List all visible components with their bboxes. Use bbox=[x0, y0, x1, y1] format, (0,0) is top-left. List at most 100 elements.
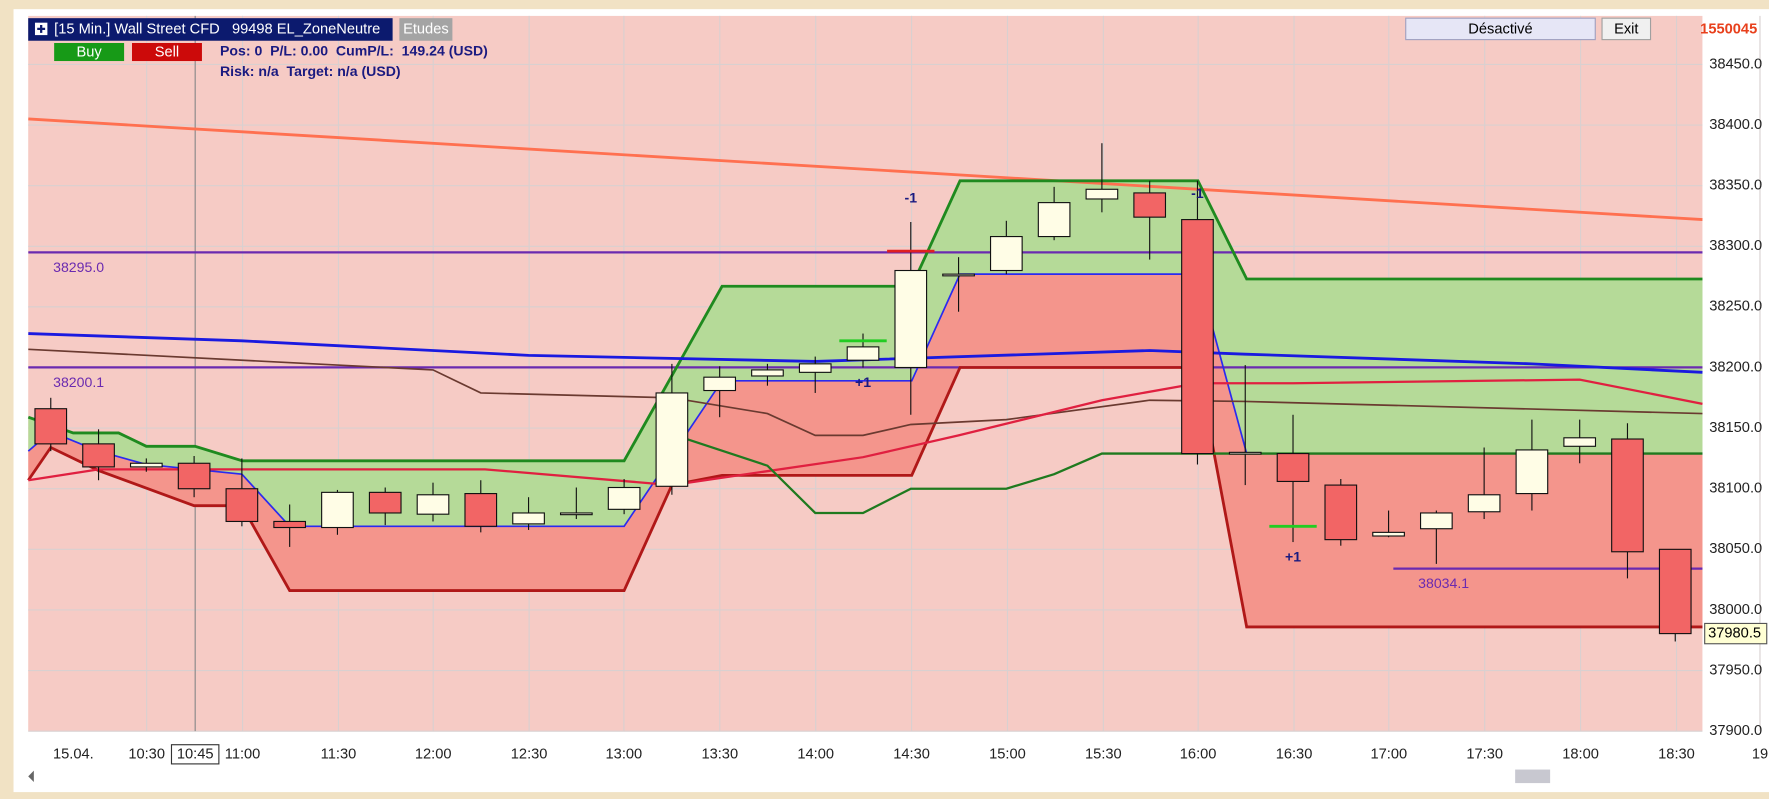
risk-info: Risk: n/a Target: n/a (USD) bbox=[220, 63, 401, 79]
indicator-line bbox=[28, 332, 1703, 374]
y-tick-label: 38300.0 bbox=[1709, 238, 1762, 254]
indicator-line bbox=[28, 117, 1703, 221]
x-tick-label: 16:00 bbox=[1180, 747, 1217, 763]
y-tick-label: 38050.0 bbox=[1709, 541, 1762, 557]
scroll-thumb[interactable] bbox=[1515, 769, 1551, 784]
candle-body bbox=[989, 235, 1023, 272]
candle-body bbox=[1372, 531, 1405, 537]
x-tick-label: 13:30 bbox=[701, 747, 738, 763]
studies-button-label: Etudes bbox=[403, 21, 449, 37]
mode-label: Désactivé bbox=[1468, 21, 1532, 37]
indicator-line bbox=[28, 378, 1703, 487]
candle-body bbox=[559, 512, 593, 516]
candle-body bbox=[225, 488, 259, 523]
y-tick-label: 37950.0 bbox=[1709, 662, 1762, 678]
x-tick-label: 11:30 bbox=[321, 747, 357, 763]
y-tick-label: 38400.0 bbox=[1709, 117, 1762, 133]
candle-body bbox=[894, 269, 928, 369]
candle-body bbox=[1228, 451, 1262, 455]
title-bar bbox=[28, 18, 393, 41]
x-tick-label: 12:30 bbox=[511, 747, 548, 763]
candle-body bbox=[1611, 438, 1644, 553]
candle-body bbox=[1563, 437, 1597, 447]
candle-body bbox=[368, 491, 402, 514]
trade-annotation: -1 bbox=[1191, 185, 1204, 201]
candle-body bbox=[1181, 219, 1214, 455]
trade-annotation: +1 bbox=[855, 374, 871, 390]
expand-icon-plus bbox=[37, 24, 46, 33]
buy-button[interactable] bbox=[54, 42, 125, 62]
x-tick-label: 13:00 bbox=[606, 747, 643, 763]
price-level-label: 38295.0 bbox=[53, 259, 104, 275]
trade-annotation: +1 bbox=[1285, 549, 1301, 565]
buy-label: Buy bbox=[76, 44, 102, 60]
y-tick-label: 38450.0 bbox=[1709, 56, 1762, 72]
band-fill bbox=[28, 274, 1703, 627]
x-tick-label: 18:00 bbox=[1562, 747, 1599, 763]
x-tick-label: 11:00 bbox=[225, 747, 261, 763]
header: [15 Min.] Wall Street CFD 99498 EL_ZoneN… bbox=[28, 17, 1757, 79]
candle-body bbox=[1133, 192, 1167, 218]
x-tick-label: 12:00 bbox=[415, 747, 452, 763]
account-id: 1550045 bbox=[1700, 21, 1757, 37]
x-tick-label: 10:30 bbox=[128, 747, 165, 763]
candle-body bbox=[655, 392, 689, 487]
x-tick-label: 14:30 bbox=[893, 747, 930, 763]
x-tick-label: 16:30 bbox=[1276, 747, 1313, 763]
y-tick-label: 38000.0 bbox=[1709, 602, 1762, 618]
scrollbar bbox=[28, 769, 1551, 784]
candle-body bbox=[703, 376, 737, 392]
crosshair-time-box bbox=[170, 744, 220, 765]
trade-annotation: -1 bbox=[905, 190, 918, 206]
candle-body bbox=[1085, 188, 1119, 200]
position-info: Pos: 0 P/L: 0.00 CumP/L: 149.24 (USD) bbox=[220, 43, 488, 59]
exit-button[interactable] bbox=[1601, 17, 1652, 41]
candle-body bbox=[1037, 202, 1071, 238]
candle-body bbox=[177, 462, 211, 490]
candle-body bbox=[1419, 512, 1453, 530]
scroll-left[interactable] bbox=[28, 770, 34, 782]
y-tick-label: 38150.0 bbox=[1709, 420, 1762, 436]
candle-body bbox=[607, 486, 641, 510]
studies-button[interactable] bbox=[399, 18, 453, 41]
mode-button[interactable] bbox=[1405, 17, 1596, 41]
candle-body bbox=[1276, 453, 1310, 483]
indicator-line bbox=[28, 348, 1703, 437]
x-tick-label: 19 bbox=[1752, 747, 1768, 763]
candle-body bbox=[34, 408, 68, 445]
candle-body bbox=[1324, 484, 1358, 541]
last-price-box bbox=[1704, 622, 1768, 645]
y-tick-label: 38250.0 bbox=[1709, 299, 1762, 315]
last-price-label: 37980.5 bbox=[1708, 625, 1761, 641]
x-tick-label: 14:00 bbox=[797, 747, 834, 763]
y-tick-label: 38100.0 bbox=[1709, 481, 1762, 497]
x-tick-label: 10:45 bbox=[177, 747, 214, 763]
x-tick-label: 15:30 bbox=[1085, 747, 1122, 763]
price-level-label: 38200.1 bbox=[53, 374, 104, 390]
candle-body bbox=[416, 494, 450, 515]
chart-title: [15 Min.] Wall Street CFD 99498 EL_ZoneN… bbox=[54, 21, 380, 37]
sell-label: Sell bbox=[155, 44, 179, 60]
x-tick-label: 15.04. bbox=[53, 747, 94, 763]
exit-label: Exit bbox=[1614, 21, 1638, 37]
candle-body bbox=[942, 273, 975, 277]
price-level-label: 38034.1 bbox=[1418, 575, 1469, 591]
candle-body bbox=[82, 443, 115, 468]
sell-button[interactable] bbox=[131, 42, 202, 62]
indicator-line bbox=[27, 366, 1703, 629]
candle-body bbox=[798, 363, 832, 373]
indicator-line bbox=[671, 433, 1703, 515]
x-tick-label: 17:30 bbox=[1466, 747, 1503, 763]
candle-body bbox=[1658, 548, 1692, 635]
candle-body bbox=[512, 512, 545, 525]
y-tick-label: 38350.0 bbox=[1709, 178, 1762, 194]
candle-body bbox=[464, 493, 498, 527]
x-tick-label: 15:00 bbox=[989, 747, 1026, 763]
candle-body bbox=[321, 491, 354, 529]
candle-body bbox=[273, 520, 307, 529]
candle-body bbox=[129, 462, 163, 468]
y-tick-label: 38200.0 bbox=[1709, 359, 1762, 375]
x-tick-label: 17:00 bbox=[1370, 747, 1407, 763]
